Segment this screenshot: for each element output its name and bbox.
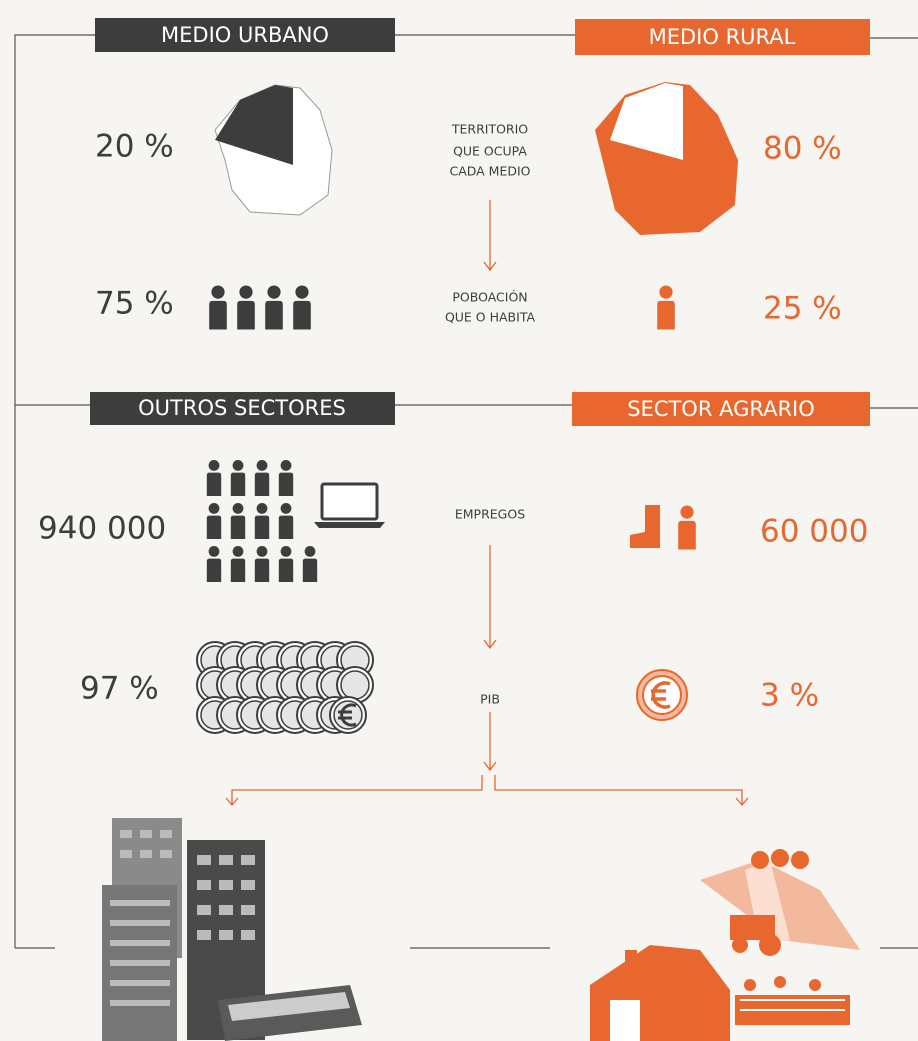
header-box (95, 18, 395, 52)
row-label: QUE OCUPA (453, 144, 527, 159)
row-label: CADA MEDIO (449, 164, 530, 179)
city-icon (102, 818, 362, 1041)
row-label: POBOACIÓN (452, 290, 527, 305)
header: MEDIO RURAL (649, 25, 796, 49)
urban-map-icon (214, 84, 333, 216)
row-label: PIB (480, 692, 500, 707)
farm-icon (590, 849, 860, 1041)
header-box (572, 392, 870, 426)
rural-coin-icon (636, 669, 688, 721)
urban-value: 20 % (95, 129, 174, 165)
header: MEDIO URBANO (161, 23, 329, 47)
coins-icon (196, 641, 374, 734)
laptop-icon (314, 482, 385, 528)
urban-value: 75 % (95, 286, 174, 322)
header: SECTOR AGRARIO (627, 397, 815, 421)
row-label: EMPREGOS (455, 507, 525, 522)
row-label: QUE O HABITA (445, 310, 536, 325)
header-box (575, 19, 870, 55)
rural-value: 3 % (760, 678, 819, 714)
rural-value: 80 % (763, 131, 842, 167)
rural-map-icon (595, 82, 738, 235)
header-box (90, 392, 395, 425)
header: OUTROS SECTORES (138, 396, 346, 420)
urban-workers-icon (206, 460, 318, 582)
rural-value: 25 % (763, 291, 842, 327)
rural-worker-icon (630, 505, 696, 550)
rural-person-icon (657, 285, 675, 330)
urban-people-icon (209, 285, 311, 330)
arrows (225, 200, 749, 806)
urban-value: 940 000 (38, 511, 166, 547)
rural-value: 60 000 (760, 514, 868, 550)
row-label: TERRITORIO (451, 122, 528, 137)
urban-value: 97 % (80, 671, 159, 707)
frame-lines (14, 34, 918, 949)
